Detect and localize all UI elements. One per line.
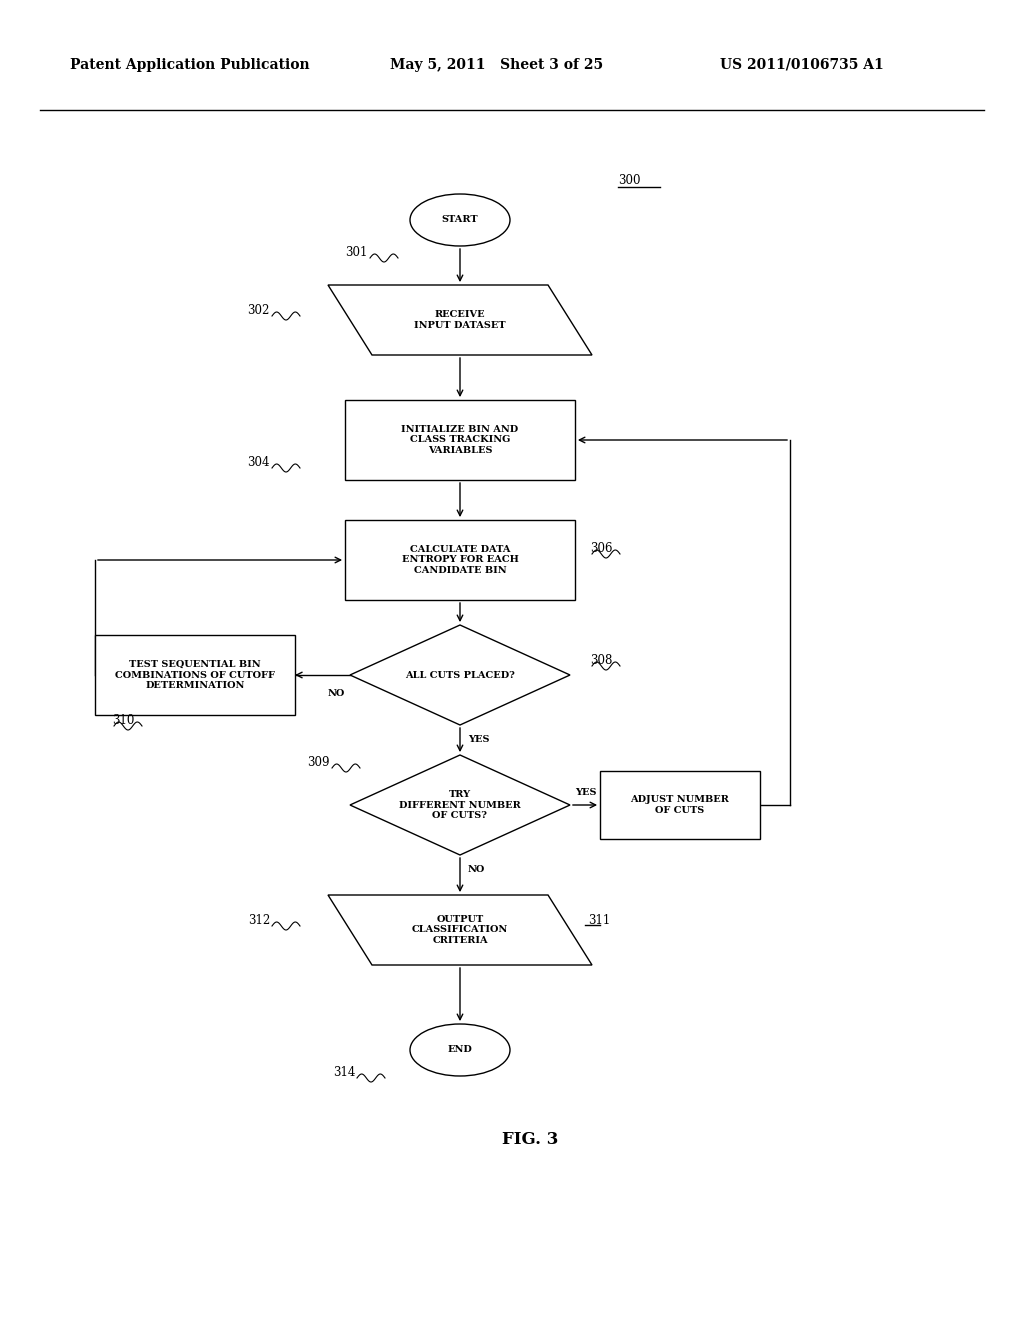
Text: RECEIVE
INPUT DATASET: RECEIVE INPUT DATASET [414,310,506,330]
Polygon shape [328,285,592,355]
Text: NO: NO [468,865,485,874]
Text: 308: 308 [590,653,612,667]
Text: CALCULATE DATA
ENTROPY FOR EACH
CANDIDATE BIN: CALCULATE DATA ENTROPY FOR EACH CANDIDAT… [401,545,518,576]
Text: INITIALIZE BIN AND
CLASS TRACKING
VARIABLES: INITIALIZE BIN AND CLASS TRACKING VARIAB… [401,425,518,455]
Text: 310: 310 [112,714,134,726]
Text: 302: 302 [248,304,270,317]
Text: YES: YES [468,735,489,744]
Bar [600,771,760,840]
Bar [95,635,295,715]
Text: Patent Application Publication: Patent Application Publication [70,58,309,73]
Bar [345,520,575,601]
Polygon shape [328,895,592,965]
Text: 312: 312 [248,913,270,927]
Bar [345,400,575,480]
Text: 309: 309 [307,755,330,768]
Text: 306: 306 [590,541,612,554]
Text: 304: 304 [248,455,270,469]
Polygon shape [350,624,570,725]
Text: 300: 300 [618,173,640,186]
Text: ALL CUTS PLACED?: ALL CUTS PLACED? [406,671,515,680]
Text: YES: YES [575,788,597,797]
Ellipse shape [410,194,510,246]
Polygon shape [350,755,570,855]
Text: TRY
DIFFERENT NUMBER
OF CUTS?: TRY DIFFERENT NUMBER OF CUTS? [399,791,521,820]
Text: OUTPUT
CLASSIFICATION
CRITERIA: OUTPUT CLASSIFICATION CRITERIA [412,915,508,945]
Text: US 2011/0106735 A1: US 2011/0106735 A1 [720,58,884,73]
Text: 311: 311 [588,913,610,927]
Text: 314: 314 [333,1065,355,1078]
Ellipse shape [410,1024,510,1076]
Text: TEST SEQUENTIAL BIN
COMBINATIONS OF CUTOFF
DETERMINATION: TEST SEQUENTIAL BIN COMBINATIONS OF CUTO… [115,660,275,690]
Text: NO: NO [328,689,345,697]
Text: FIG. 3: FIG. 3 [502,1131,558,1148]
Text: END: END [447,1045,472,1055]
Text: START: START [441,215,478,224]
Text: May 5, 2011   Sheet 3 of 25: May 5, 2011 Sheet 3 of 25 [390,58,603,73]
Text: ADJUST NUMBER
OF CUTS: ADJUST NUMBER OF CUTS [631,795,729,814]
Text: 301: 301 [346,246,368,259]
